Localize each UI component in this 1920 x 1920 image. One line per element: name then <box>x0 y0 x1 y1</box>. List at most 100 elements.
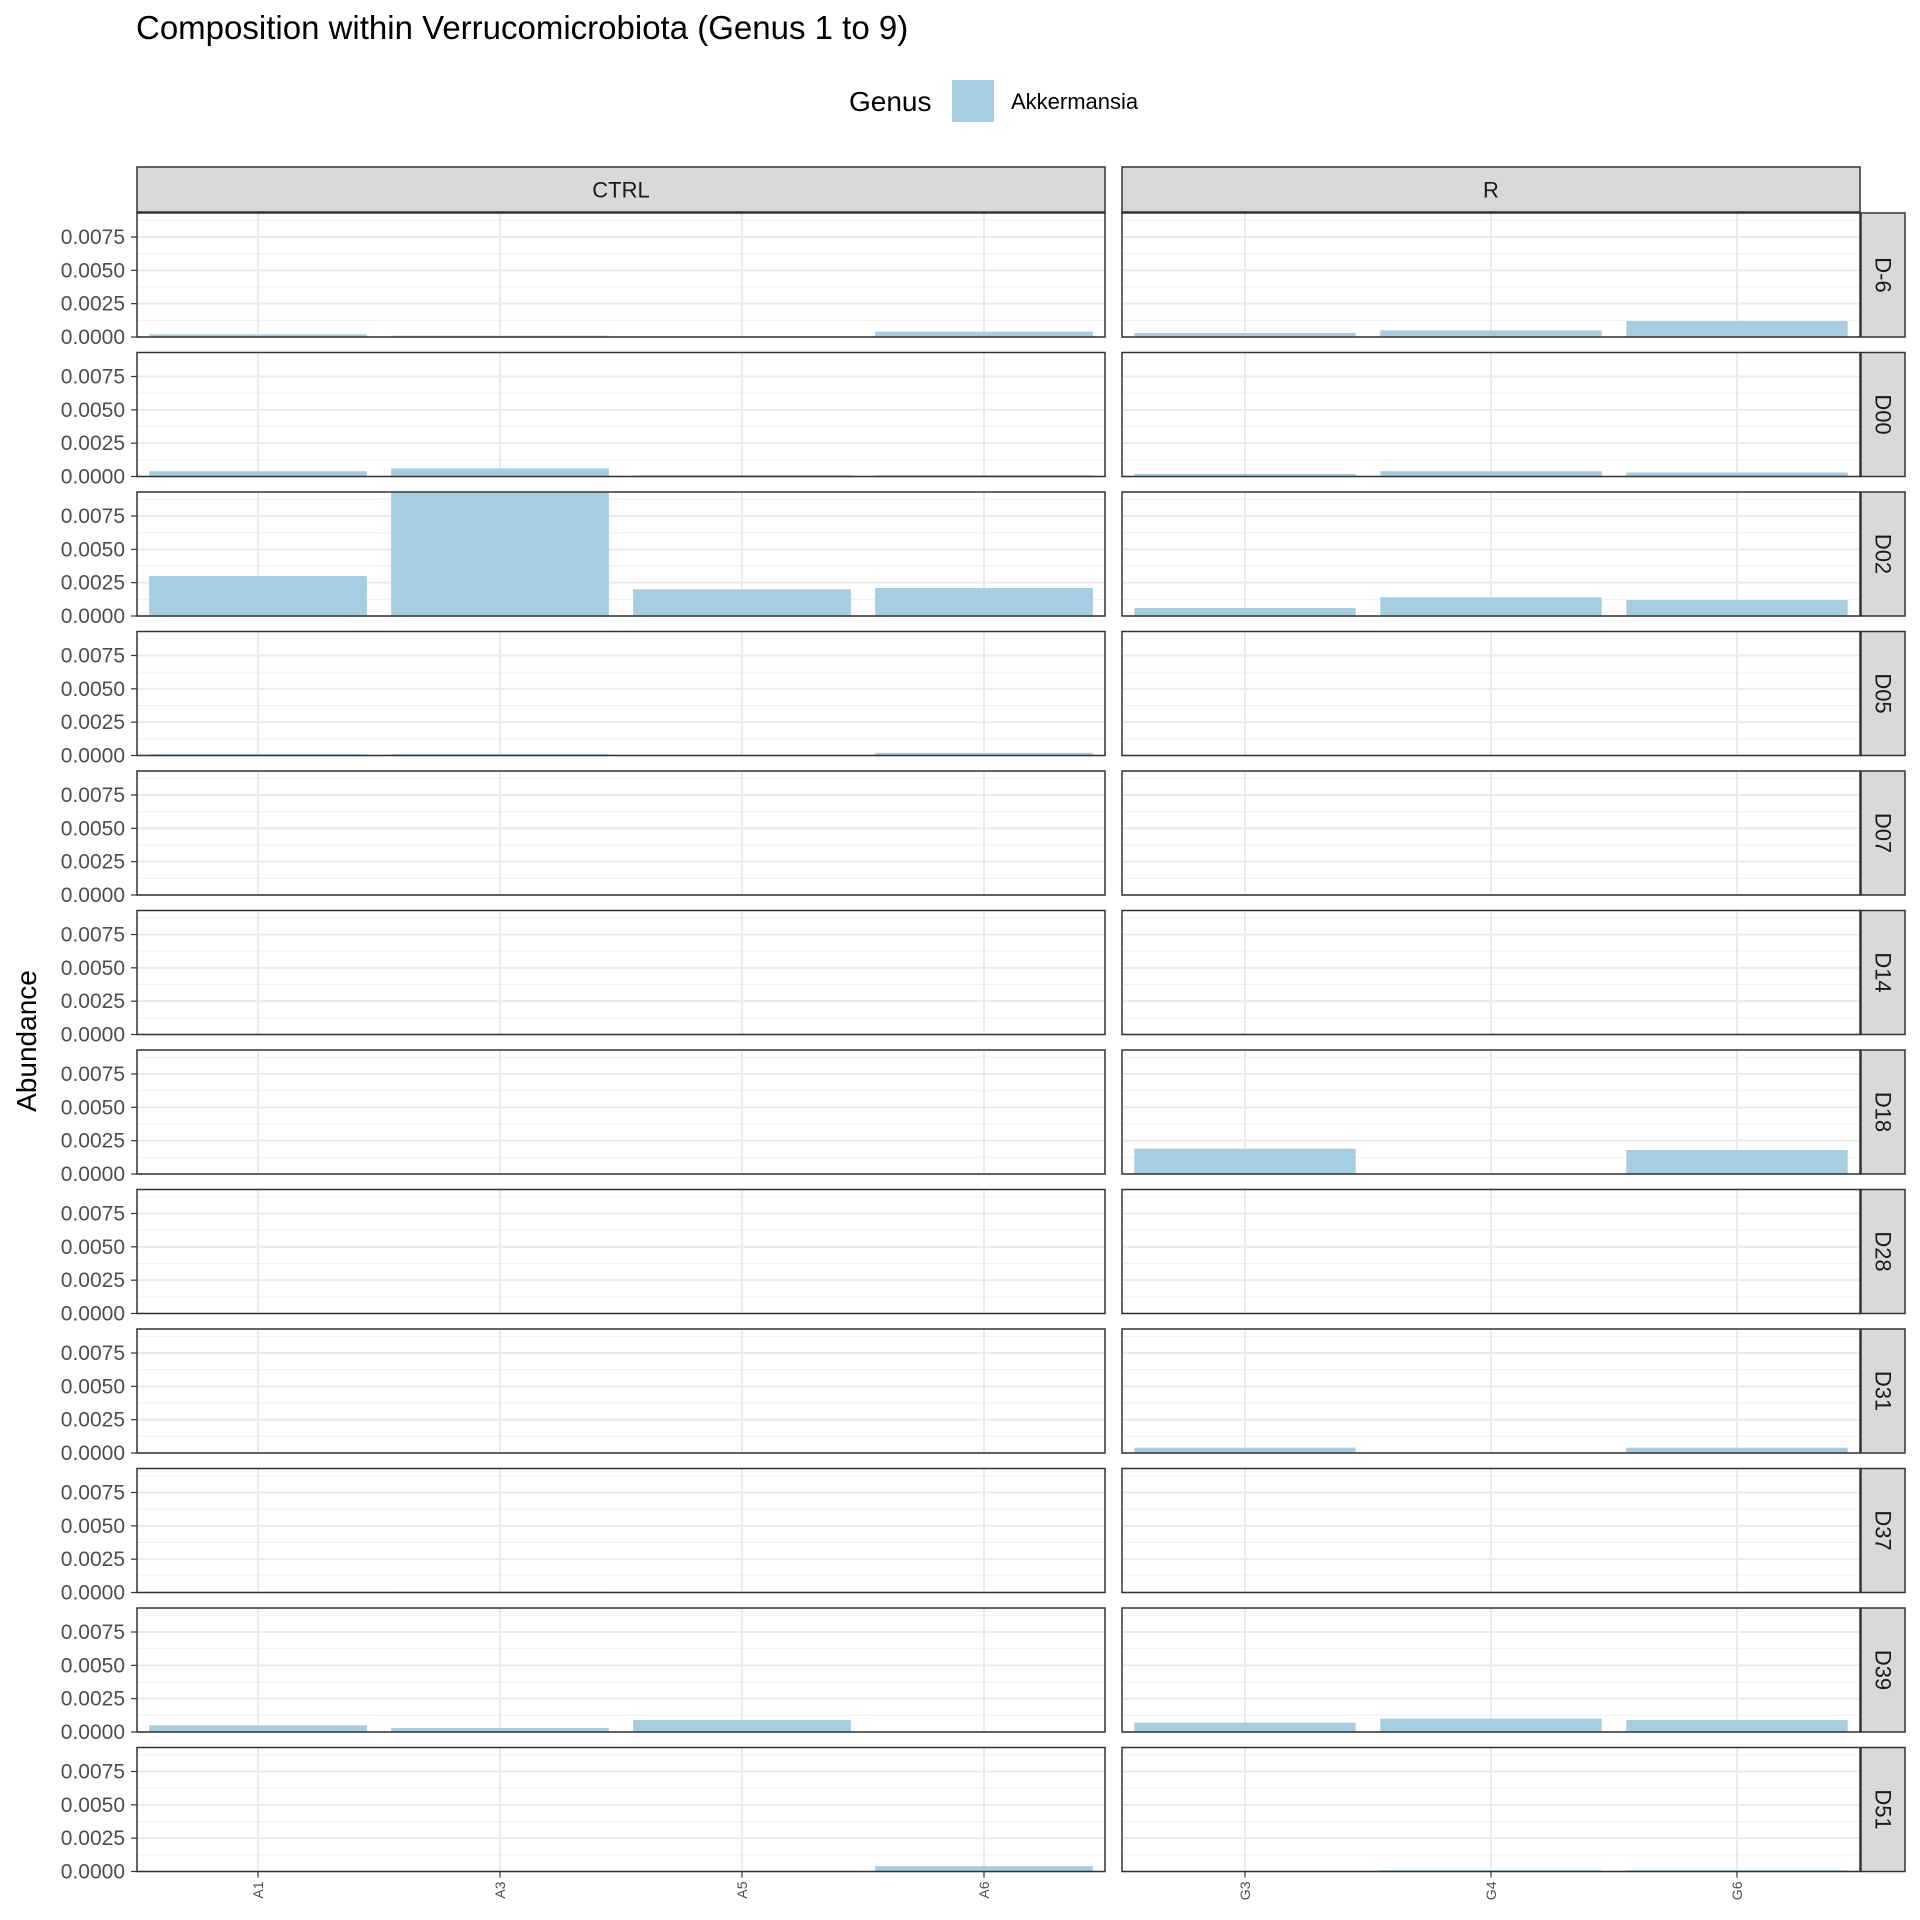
strip-row-label-d00: D00 <box>1871 394 1896 434</box>
legend-swatch-akkermansia <box>952 80 994 122</box>
x-tick-label-g3: G3 <box>1237 1881 1253 1900</box>
bar-ctrl-a6-d-6 <box>875 331 1093 337</box>
y-tick-label: 0.0000 <box>61 1442 125 1465</box>
panel-ctrl-d00-border <box>136 351 1106 478</box>
y-tick-label: 0.0075 <box>61 1482 125 1505</box>
y-tick-label: 0.0000 <box>61 884 125 907</box>
y-tick-label: 0.0050 <box>61 817 125 840</box>
panel-r-d31-border <box>1121 1328 1861 1454</box>
y-tick-label: 0.0050 <box>61 957 125 980</box>
y-tick-label: 0.0025 <box>61 1269 125 1292</box>
bar-r-g6-d02 <box>1626 600 1848 616</box>
y-tick-label: 0.0075 <box>61 366 125 389</box>
strip-label-r: R <box>1483 178 1499 203</box>
panel-r-d05-border <box>1121 630 1861 757</box>
panel-r-d37-border <box>1121 1467 1861 1594</box>
strip-row-d37 <box>1860 1467 1906 1594</box>
y-tick-label: 0.0025 <box>61 851 125 874</box>
chart-title: Composition within Verrucomicrobiota (Ge… <box>136 9 908 46</box>
x-tick-label-g4: G4 <box>1483 1881 1499 1900</box>
panel-ctrl-d07-border <box>136 770 1106 896</box>
panel-ctrl-d05-background <box>137 631 1105 756</box>
y-tick-label: 0.0000 <box>61 1163 125 1186</box>
y-tick-label: 0.0075 <box>61 1063 125 1086</box>
bar-ctrl-a3-d00 <box>391 468 609 477</box>
panel-r-d02-border <box>1121 491 1861 617</box>
bar-ctrl-a1-d02 <box>149 576 367 616</box>
bar-ctrl-a5-d02 <box>633 589 851 616</box>
bar-r-g6-d31 <box>1626 1447 1848 1453</box>
panel-ctrl-d37-background <box>137 1468 1105 1593</box>
strip-row-label-d31: D31 <box>1871 1371 1896 1411</box>
bar-r-g4-d-6 <box>1380 330 1602 337</box>
strip-row-d02 <box>1860 491 1906 617</box>
y-tick-label: 0.0000 <box>61 466 125 489</box>
x-tick-label-g6: G6 <box>1729 1881 1745 1900</box>
y-tick-label: 0.0025 <box>61 1130 125 1153</box>
y-tick-label: 0.0000 <box>61 1721 125 1744</box>
panel-r-d18-border <box>1121 1049 1861 1175</box>
bar-ctrl-a1-d39 <box>149 1725 367 1732</box>
strip-ctrl <box>136 166 1106 213</box>
strip-row-label-d51: D51 <box>1871 1789 1896 1829</box>
bar-r-g6-d18 <box>1626 1150 1848 1174</box>
y-tick-label: 0.0025 <box>61 293 125 316</box>
panel-ctrl-d07-background <box>137 771 1105 895</box>
y-tick-label: 0.0050 <box>61 678 125 701</box>
y-tick-label: 0.0075 <box>61 645 125 668</box>
y-tick-label: 0.0075 <box>61 1621 125 1644</box>
panel-ctrl-d05-border <box>136 630 1106 757</box>
strip-row-label-d18: D18 <box>1871 1092 1896 1132</box>
bar-ctrl-a3-d39 <box>391 1728 609 1732</box>
x-tick-label-a6: A6 <box>976 1881 992 1898</box>
y-tick-label: 0.0050 <box>61 1236 125 1259</box>
strip-label-ctrl: CTRL <box>592 178 649 203</box>
panel-ctrl-d18-border <box>136 1049 1106 1175</box>
panel-r-d28-border <box>1121 1188 1861 1315</box>
y-tick-label: 0.0000 <box>61 1024 125 1047</box>
bar-ctrl-a1-d-6 <box>149 334 367 337</box>
y-tick-label: 0.0025 <box>61 711 125 734</box>
panel-r-d39-border <box>1121 1607 1861 1733</box>
y-tick-label: 0.0000 <box>61 326 125 349</box>
bar-r-g4-d00 <box>1380 471 1602 477</box>
bar-r-g3-d31 <box>1134 1447 1356 1453</box>
y-tick-label: 0.0075 <box>61 1342 125 1365</box>
y-tick-label: 0.0000 <box>61 1582 125 1605</box>
bar-ctrl-a1-d00 <box>149 471 367 477</box>
strip-row-label-d14: D14 <box>1871 952 1896 992</box>
panel-ctrl-d37-border <box>136 1467 1106 1594</box>
y-tick-label: 0.0025 <box>61 1688 125 1711</box>
y-tick-label: 0.0075 <box>61 784 125 807</box>
y-tick-label: 0.0050 <box>61 399 125 422</box>
bar-r-g3-d-6 <box>1134 333 1356 337</box>
strip-r <box>1121 166 1861 213</box>
bar-ctrl-a6-d51 <box>875 1866 1093 1872</box>
strip-row-d14 <box>1860 909 1906 1036</box>
strip-row-d05 <box>1860 630 1906 757</box>
panel-ctrl-d-6-border <box>136 212 1106 338</box>
y-tick-label: 0.0050 <box>61 259 125 282</box>
panel-ctrl-d14-border <box>136 909 1106 1036</box>
bar-r-g6-d00 <box>1626 472 1848 477</box>
y-tick-label: 0.0025 <box>61 572 125 595</box>
bar-r-g3-d18 <box>1134 1148 1356 1174</box>
strip-row-label-d-6: D-6 <box>1871 257 1896 292</box>
strip-row-label-d39: D39 <box>1871 1650 1896 1690</box>
panel-ctrl-d-6-background <box>137 213 1105 337</box>
x-tick-label-a5: A5 <box>734 1881 750 1898</box>
strip-row-d31 <box>1860 1328 1906 1454</box>
bar-r-g3-d00 <box>1134 473 1356 477</box>
y-tick-label: 0.0050 <box>61 1654 125 1677</box>
y-tick-label: 0.0050 <box>61 538 125 561</box>
strip-row-d07 <box>1860 770 1906 896</box>
y-tick-label: 0.0050 <box>61 1794 125 1817</box>
x-tick-label-a1: A1 <box>250 1881 266 1898</box>
y-tick-label: 0.0000 <box>61 1861 125 1884</box>
bar-r-g3-d02 <box>1134 608 1356 616</box>
strip-row-label-d07: D07 <box>1871 813 1896 853</box>
panel-ctrl-d31-background <box>137 1329 1105 1453</box>
y-tick-label: 0.0025 <box>61 1409 125 1432</box>
panel-ctrl-d39-background <box>137 1608 1105 1732</box>
